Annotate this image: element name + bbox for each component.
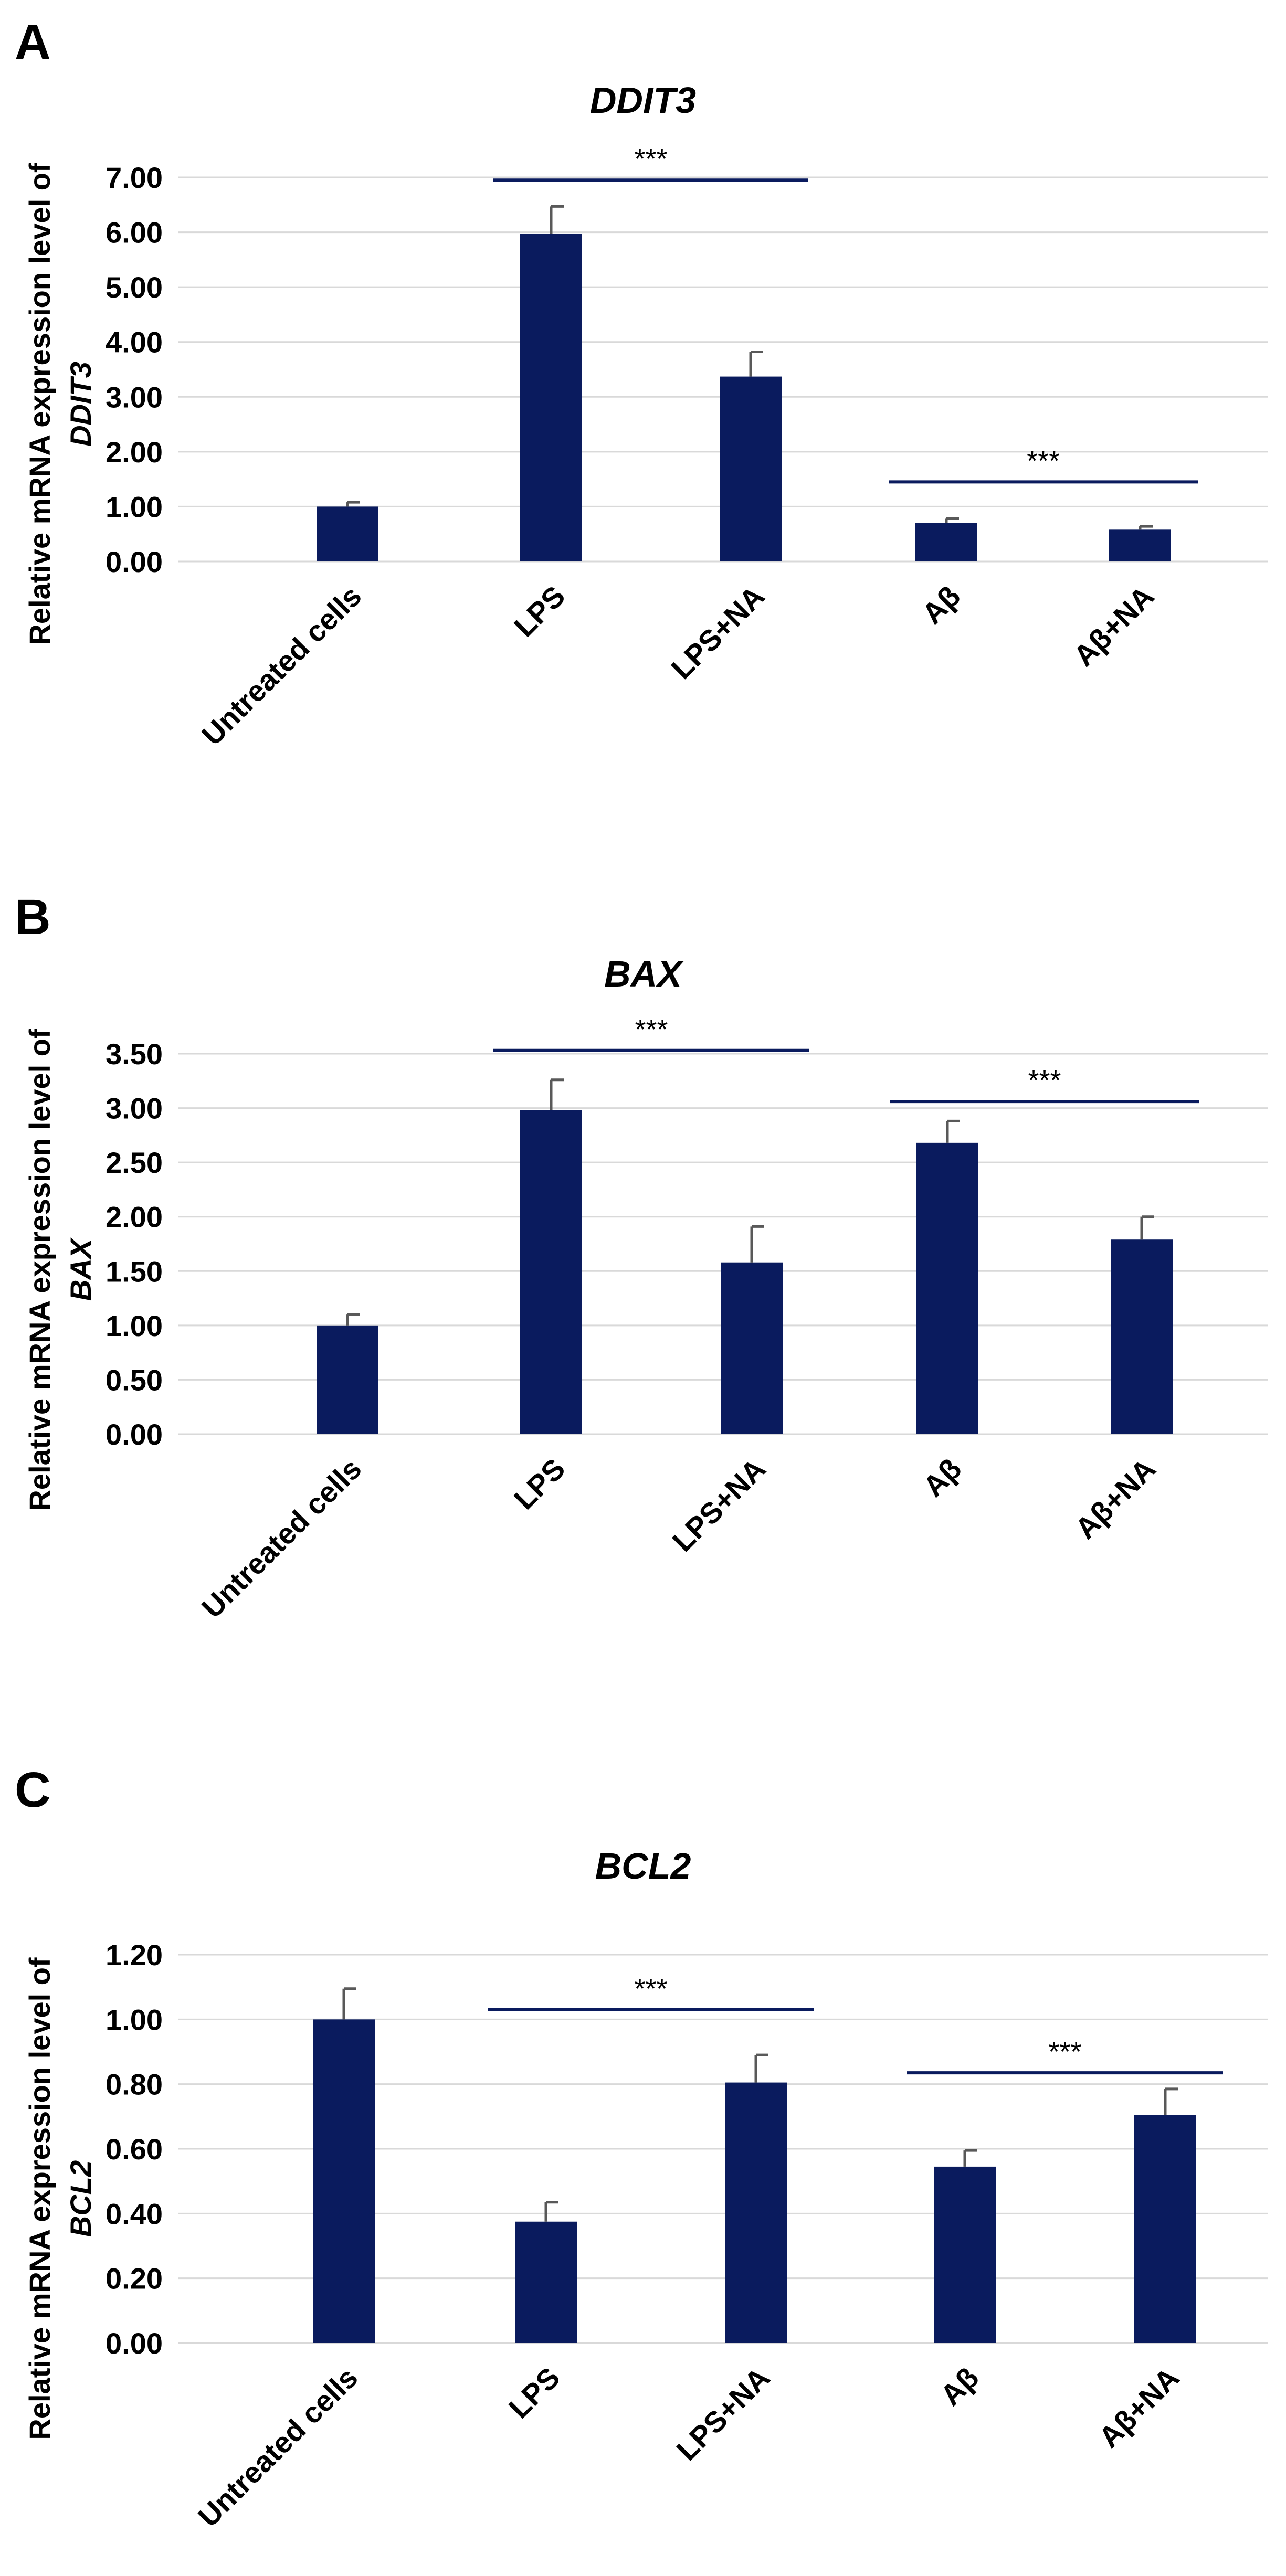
y-tick-label: 0.20 bbox=[106, 2262, 163, 2295]
x-tick-label-1: LPS bbox=[502, 2361, 566, 2425]
significance-markers: *** *** bbox=[493, 143, 1198, 484]
y-axis-label-gene: DDIT3 bbox=[64, 362, 97, 447]
error-bars bbox=[346, 1078, 1154, 1326]
y-tick-label: 1.00 bbox=[106, 490, 163, 523]
bar-1 bbox=[515, 2221, 577, 2343]
y-tick-label: 2.00 bbox=[106, 1201, 163, 1234]
y-tick-label: 1.20 bbox=[106, 1938, 163, 1971]
y-axis-label: Relative mRNA expression level of DDIT3 bbox=[23, 163, 97, 645]
y-axis-ticks: 0.00 0.20 0.40 0.60 0.80 1.00 1.20 bbox=[106, 1938, 163, 2360]
significance-markers: *** *** bbox=[493, 1014, 1199, 1104]
x-tick-label-3: Aβ bbox=[916, 1452, 967, 1503]
significance-label-1: *** bbox=[1027, 445, 1060, 476]
y-tick-label: 2.00 bbox=[106, 436, 163, 469]
y-axis-label-gene: BCL2 bbox=[64, 2160, 97, 2237]
x-tick-label-2: LPS+NA bbox=[666, 1452, 772, 1558]
bar-1 bbox=[520, 1110, 582, 1434]
bar-3 bbox=[916, 1142, 978, 1434]
x-tick-label-4: Aβ+NA bbox=[1092, 2361, 1186, 2454]
y-tick-label: 0.00 bbox=[106, 1418, 163, 1451]
bar-4 bbox=[1111, 1239, 1173, 1434]
x-tick-label-1: LPS bbox=[508, 579, 572, 643]
bars bbox=[313, 2019, 1196, 2343]
y-axis-label: Relative mRNA expression level of BAX bbox=[23, 1029, 97, 1511]
significance-label-1: *** bbox=[1048, 2036, 1081, 2068]
y-tick-label: 0.80 bbox=[106, 2068, 163, 2101]
y-tick-label: 0.50 bbox=[106, 1363, 163, 1396]
y-axis-label-text: Relative mRNA expression level of bbox=[23, 1957, 56, 2440]
significance-label-0: *** bbox=[634, 143, 667, 175]
significance-label-1: *** bbox=[1028, 1065, 1061, 1096]
y-tick-label: 7.00 bbox=[106, 161, 163, 194]
y-axis-ticks: 0.00 0.50 1.00 1.50 2.00 2.50 3.00 3.50 bbox=[106, 1037, 163, 1451]
panel-letter-b: B bbox=[15, 889, 51, 945]
y-axis-label-gene: BAX bbox=[64, 1237, 97, 1301]
y-axis-ticks: 0.00 1.00 2.00 3.00 4.00 5.00 6.00 7.00 bbox=[106, 161, 163, 578]
y-tick-label: 1.00 bbox=[106, 2003, 163, 2036]
y-tick-label: 0.40 bbox=[106, 2197, 163, 2230]
x-tick-label-2: LPS+NA bbox=[670, 2361, 776, 2467]
panel-letter-c: C bbox=[15, 1762, 51, 1818]
panel-letter-a: A bbox=[15, 14, 51, 70]
significance-label-0: *** bbox=[635, 1014, 668, 1045]
chart-title-bcl2: BCL2 bbox=[595, 1846, 691, 1886]
bar-0 bbox=[317, 506, 378, 561]
panel-c: C BCL2 Relative mRNA expression level of… bbox=[15, 1762, 1268, 2533]
y-tick-label: 0.00 bbox=[106, 2327, 163, 2360]
bar-2 bbox=[720, 376, 782, 561]
significance-markers: *** *** bbox=[488, 1973, 1223, 2075]
y-tick-label: 5.00 bbox=[106, 271, 163, 304]
bars bbox=[317, 234, 1171, 561]
bar-0 bbox=[313, 2019, 375, 2343]
bar-4 bbox=[1109, 529, 1171, 561]
x-tick-label-3: Aβ bbox=[934, 2361, 985, 2412]
error-bars bbox=[342, 1987, 1178, 2222]
y-tick-label: 0.00 bbox=[106, 545, 163, 578]
x-tick-label-0: Untreated cells bbox=[195, 1452, 367, 1624]
x-tick-label-2: LPS+NA bbox=[665, 579, 771, 685]
panel-b: B BAX Relative mRNA expression level of … bbox=[15, 889, 1268, 1624]
y-tick-label: 3.50 bbox=[106, 1037, 163, 1070]
x-axis-ticks: Untreated cells LPS LPS+NA Aβ Aβ+NA bbox=[192, 2361, 1185, 2533]
y-axis-label: Relative mRNA expression level of BCL2 bbox=[23, 1957, 97, 2440]
bars bbox=[317, 1110, 1173, 1434]
bar-3 bbox=[934, 2166, 996, 2343]
y-tick-label: 1.00 bbox=[106, 1309, 163, 1342]
y-tick-label: 2.50 bbox=[106, 1146, 163, 1179]
chart-title-ddit3: DDIT3 bbox=[590, 80, 696, 121]
y-tick-label: 4.00 bbox=[106, 326, 163, 359]
bar-3 bbox=[915, 523, 977, 561]
y-tick-label: 6.00 bbox=[106, 216, 163, 249]
x-tick-label-3: Aβ bbox=[915, 579, 966, 630]
x-tick-label-0: Untreated cells bbox=[195, 579, 367, 751]
error-bars bbox=[346, 205, 1153, 530]
panel-a: A DDIT3 Relative mRNA expression level o… bbox=[15, 14, 1268, 751]
chart-title-bax: BAX bbox=[604, 953, 684, 994]
x-tick-label-0: Untreated cells bbox=[192, 2361, 364, 2533]
x-axis-ticks: Untreated cells LPS LPS+NA Aβ Aβ+NA bbox=[195, 1452, 1162, 1624]
y-axis-label-text: Relative mRNA expression level of bbox=[23, 163, 56, 645]
x-tick-label-1: LPS bbox=[508, 1452, 572, 1516]
y-tick-label: 3.00 bbox=[106, 380, 163, 414]
bar-2 bbox=[725, 2082, 787, 2343]
bar-2 bbox=[721, 1262, 783, 1434]
y-tick-label: 1.50 bbox=[106, 1255, 163, 1288]
x-axis-ticks: Untreated cells LPS LPS+NA Aβ Aβ+NA bbox=[195, 579, 1160, 751]
x-tick-label-4: Aβ+NA bbox=[1069, 1452, 1162, 1545]
significance-label-0: *** bbox=[634, 1973, 667, 2005]
y-tick-label: 0.60 bbox=[106, 2133, 163, 2166]
x-tick-label-4: Aβ+NA bbox=[1067, 579, 1161, 673]
y-axis-label-text: Relative mRNA expression level of bbox=[23, 1029, 56, 1511]
bar-1 bbox=[520, 234, 582, 561]
y-tick-label: 3.00 bbox=[106, 1092, 163, 1125]
bar-4 bbox=[1134, 2115, 1196, 2343]
bar-0 bbox=[317, 1325, 378, 1434]
